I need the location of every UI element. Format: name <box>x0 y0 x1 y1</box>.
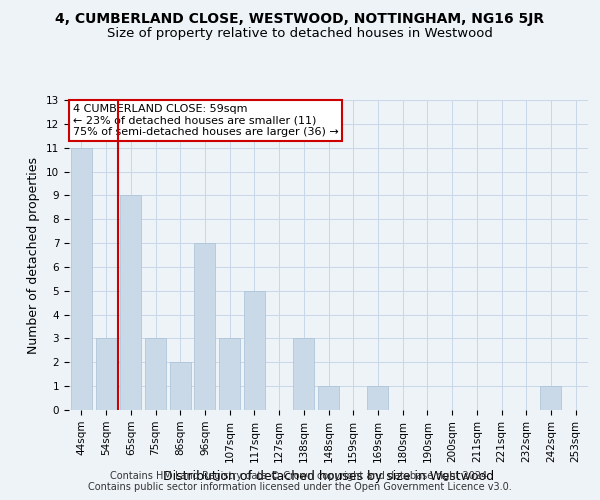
Bar <box>293 338 314 410</box>
X-axis label: Distribution of detached houses by size in Westwood: Distribution of detached houses by size … <box>163 470 494 483</box>
Text: 4, CUMBERLAND CLOSE, WESTWOOD, NOTTINGHAM, NG16 5JR: 4, CUMBERLAND CLOSE, WESTWOOD, NOTTINGHA… <box>55 12 545 26</box>
Bar <box>219 338 240 410</box>
Text: Contains HM Land Registry data © Crown copyright and database right 2024.
Contai: Contains HM Land Registry data © Crown c… <box>88 471 512 492</box>
Bar <box>95 338 116 410</box>
Bar <box>244 291 265 410</box>
Text: Size of property relative to detached houses in Westwood: Size of property relative to detached ho… <box>107 28 493 40</box>
Bar <box>71 148 92 410</box>
Bar <box>170 362 191 410</box>
Bar <box>367 386 388 410</box>
Bar <box>194 243 215 410</box>
Bar <box>145 338 166 410</box>
Bar <box>318 386 339 410</box>
Y-axis label: Number of detached properties: Number of detached properties <box>28 156 40 354</box>
Bar <box>120 196 141 410</box>
Bar <box>541 386 562 410</box>
Text: 4 CUMBERLAND CLOSE: 59sqm
← 23% of detached houses are smaller (11)
75% of semi-: 4 CUMBERLAND CLOSE: 59sqm ← 23% of detac… <box>73 104 338 137</box>
